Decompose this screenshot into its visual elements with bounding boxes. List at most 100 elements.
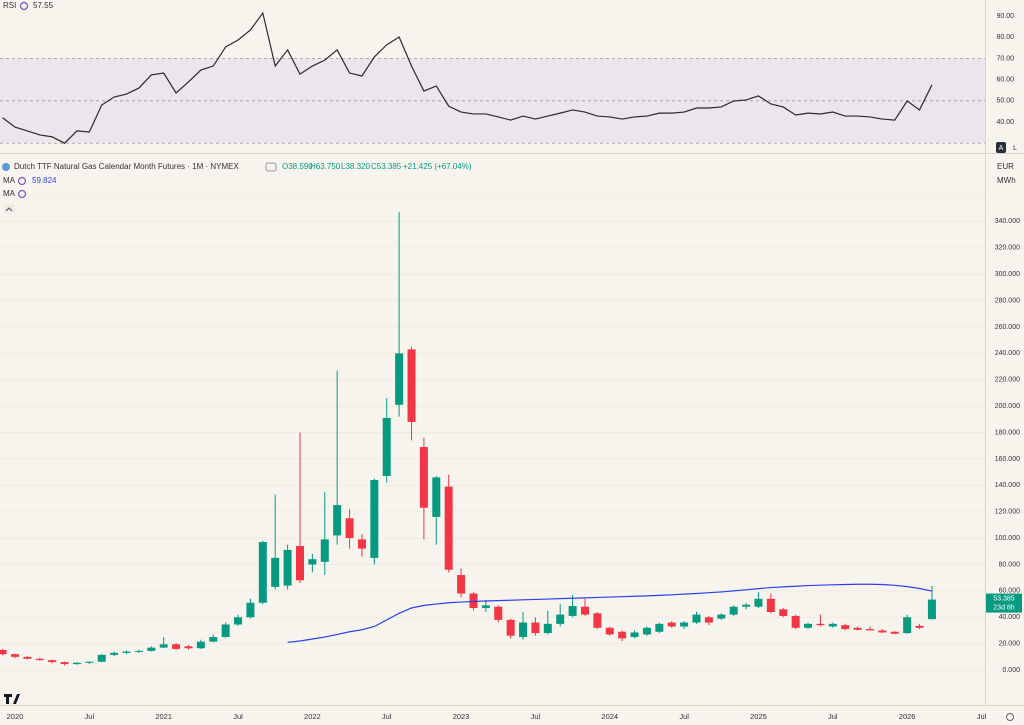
x-tick-label: Jul (85, 712, 95, 721)
rsi-value: 57.55 (33, 1, 54, 10)
x-tick-label: Jul (828, 712, 838, 721)
candle-body (692, 614, 701, 623)
candle-body (60, 662, 69, 665)
candle-body (283, 549, 292, 586)
legend-close: C53.385 (371, 162, 402, 171)
logo[interactable] (4, 694, 20, 704)
candle-body (580, 606, 589, 615)
y-tick-label: 160.000 (995, 456, 1020, 463)
price-pane (0, 194, 985, 671)
legend-low: L38.320 (341, 162, 370, 171)
candle-body (382, 418, 391, 477)
legend-change: +21.425 (+67.04%) (403, 162, 472, 171)
candle-body (816, 623, 825, 626)
candle-body (295, 545, 304, 581)
candle-body (407, 349, 416, 422)
rsi-pane (0, 58, 985, 144)
y-tick-label: 40.00 (996, 119, 1014, 126)
settings-icon[interactable] (19, 1, 29, 11)
x-tick-label: 2024 (601, 712, 618, 721)
candle-body (122, 651, 131, 653)
chart-title: Dutch TTF Natural Gas Calendar Month Fut… (14, 162, 239, 171)
y-tick-label: 280.000 (995, 297, 1020, 304)
candle-body (196, 641, 205, 649)
candle-body (35, 658, 44, 661)
x-tick-label: Jul (382, 712, 392, 721)
candle-body (184, 646, 193, 649)
unit-label[interactable]: MWh (997, 176, 1016, 185)
y-tick-label: 20.000 (999, 640, 1021, 647)
collapse-button[interactable] (3, 204, 15, 214)
settings-icon[interactable] (1006, 713, 1014, 721)
y-tick-label: 180.000 (995, 429, 1020, 436)
y-tick-label: 90.00 (996, 13, 1014, 20)
candle-body (457, 575, 466, 594)
candle-body (221, 624, 230, 638)
rsi-title: RSI (3, 1, 16, 10)
candle-body (419, 447, 428, 508)
candle-body (655, 623, 664, 632)
candle-body (308, 559, 317, 565)
auto-scale-label: A (999, 145, 1004, 152)
candle-body (605, 627, 614, 635)
visibility-icon[interactable] (265, 162, 277, 172)
y-tick-label: 80.000 (999, 561, 1021, 568)
candle-body (903, 617, 912, 634)
currency-label[interactable]: EUR (997, 162, 1014, 171)
y-tick-label: 140.000 (995, 482, 1020, 489)
candle-body (320, 539, 329, 562)
candle-body (23, 656, 32, 659)
candle-body (717, 614, 726, 619)
candle-body (618, 631, 627, 639)
collapse-icon (5, 207, 13, 212)
x-tick-label: 2020 (7, 712, 24, 721)
candle-body (927, 599, 936, 620)
rsi-plot (2, 11, 933, 144)
y-tick-label: 60.000 (999, 588, 1021, 595)
candle-body (828, 623, 837, 627)
x-tick-label: 2025 (750, 712, 767, 721)
settings-icon[interactable] (17, 176, 27, 186)
candle-body (147, 647, 156, 651)
x-tick-label: Jul (233, 712, 243, 721)
candle-body (791, 615, 800, 628)
candle-body (469, 593, 478, 609)
candle-body (754, 598, 763, 607)
candle-body (172, 644, 181, 649)
candle-body (209, 637, 218, 642)
y-tick-label: 100.000 (995, 535, 1020, 542)
candle-body (531, 622, 540, 634)
ma-legend-value: 59.824 (32, 176, 57, 185)
candle-body (556, 614, 565, 624)
y-tick-label: 120.000 (995, 509, 1020, 516)
price-tag (986, 593, 1022, 613)
y-tick-label: 240.000 (995, 350, 1020, 357)
y-tick-label: 220.000 (995, 377, 1020, 384)
y-tick-label: 60.00 (996, 76, 1014, 83)
candle-body (370, 480, 379, 558)
auto-scale-button[interactable] (996, 142, 1006, 153)
candle-body (543, 623, 552, 634)
candle-body (72, 662, 81, 665)
settings-icon[interactable] (17, 189, 27, 199)
candle-body (878, 630, 887, 633)
y-tick-label: 340.000 (995, 218, 1020, 225)
x-tick-label: 2022 (304, 712, 321, 721)
y-tick-label: 300.000 (995, 271, 1020, 278)
candle-body (134, 650, 143, 652)
candle-body (729, 606, 738, 615)
candle-body (841, 625, 850, 630)
candle-body (742, 604, 751, 607)
candle-body (804, 623, 813, 628)
ma-legend-name: MA (3, 176, 16, 185)
candle-body (680, 622, 689, 627)
x-tick-label: Jul (679, 712, 689, 721)
candle-body (865, 629, 874, 631)
candle-body (97, 654, 106, 662)
candle-body (915, 625, 924, 628)
log-scale-label[interactable]: L (1013, 145, 1017, 152)
x-tick-label: 2026 (899, 712, 916, 721)
x-tick-label: 2021 (155, 712, 172, 721)
candle-body (568, 606, 577, 616)
